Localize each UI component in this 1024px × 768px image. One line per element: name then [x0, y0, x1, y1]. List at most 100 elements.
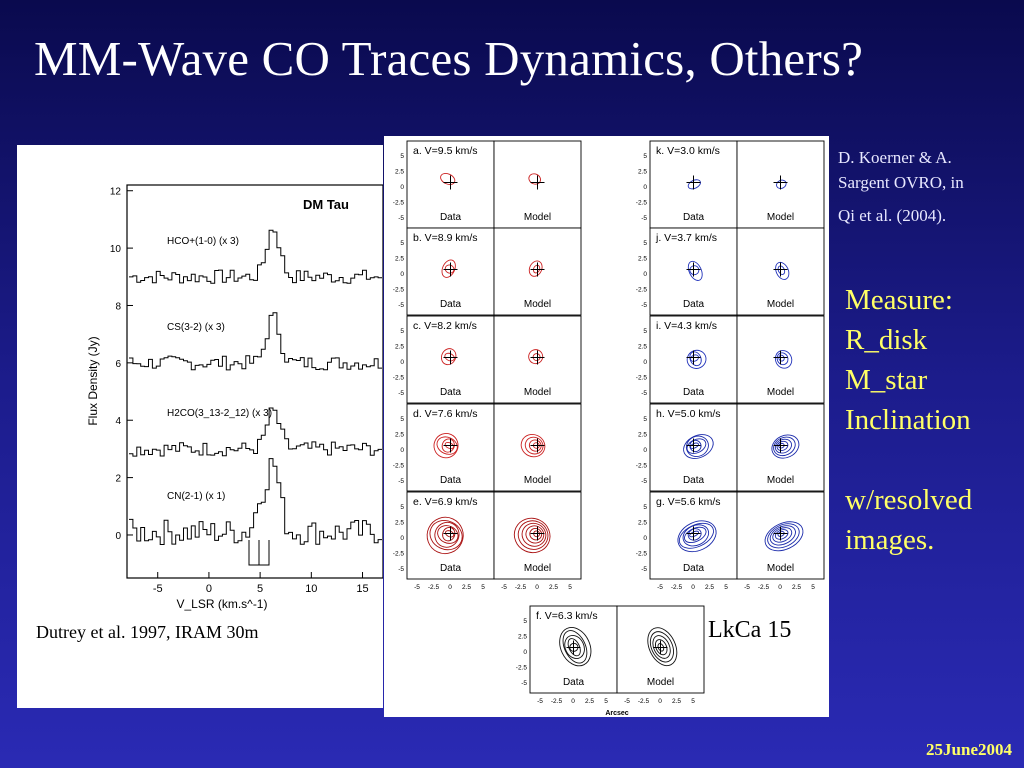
contour: [649, 631, 675, 663]
contour: [434, 521, 460, 548]
channel-map-panel: Data Model c. V=8.2 km/s 5 2.5 0 -2.5 -5: [393, 315, 582, 404]
contour: [528, 260, 543, 277]
model-label: Model: [524, 475, 551, 486]
data-label: Data: [440, 563, 462, 574]
map-xtick-label: -2.5: [515, 584, 527, 591]
map-xtick-label: -5: [657, 584, 663, 591]
contour: [678, 522, 714, 549]
contour: [564, 634, 585, 660]
map-ytick-label: 2.5: [638, 520, 647, 527]
contour: [775, 261, 790, 280]
map-xtick-label: 0: [535, 584, 539, 591]
star-position-cross: [443, 526, 458, 541]
map-ytick-label: 5: [643, 416, 647, 423]
spectra-xtick-label: -5: [153, 583, 163, 595]
channel-velocity-label: i. V=4.3 km/s: [656, 320, 717, 332]
map-ytick-label: 0: [523, 649, 527, 656]
map-ytick-label: -5: [521, 680, 527, 687]
contour: [771, 434, 800, 459]
star-position-cross: [530, 175, 545, 190]
map-ytick-label: 0: [643, 359, 647, 366]
star-position-cross: [686, 262, 701, 277]
star-position-cross: [443, 262, 458, 277]
star-position-cross: [686, 350, 701, 365]
contour: [437, 525, 459, 544]
map-ytick-label: -2.5: [636, 200, 648, 207]
map-ytick-label: -5: [398, 215, 404, 222]
channel-maps-figure: Data Model a. V=9.5 km/s 5 2.5 0 -2.5 -5 Data Mod…: [384, 136, 829, 717]
map-ytick-label: 2.5: [395, 432, 404, 439]
map-ytick-label: 0: [643, 184, 647, 191]
map-ytick-label: -5: [398, 390, 404, 397]
map-ytick-label: 2.5: [638, 344, 647, 351]
map-xtick-label: 5: [604, 698, 608, 705]
map-xtick-label: 2.5: [462, 584, 471, 591]
spectrum-label: H2CO(3_13-2_12) (x 3): [167, 408, 272, 419]
contour: [517, 520, 549, 550]
map-xtick-label: 2.5: [549, 584, 558, 591]
map-xtick-label: -5: [744, 584, 750, 591]
map-xtick-label: 5: [481, 584, 485, 591]
map-ytick-label: 0: [400, 271, 404, 278]
contour: [687, 179, 701, 190]
map-xtick-label: -2.5: [758, 584, 770, 591]
contour: [647, 627, 678, 667]
contour: [524, 436, 544, 455]
contour: [433, 433, 459, 459]
map-ytick-label: -5: [641, 302, 647, 309]
channel-velocity-label: g. V=5.6 km/s: [656, 496, 721, 508]
map-ytick-label: 5: [400, 240, 404, 247]
contour: [773, 436, 796, 457]
map-xtick-label: 5: [724, 584, 728, 591]
data-label: Data: [440, 387, 462, 398]
channel-velocity-label: k. V=3.0 km/s: [656, 145, 720, 157]
channel-map-panel: Data Model d. V=7.6 km/s 5 2.5 0 -2.5 -5: [393, 403, 582, 492]
spectrum-line: [129, 312, 382, 371]
map-ytick-label: -5: [641, 215, 647, 222]
map-ytick-label: -5: [641, 390, 647, 397]
data-label: Data: [683, 299, 705, 310]
map-ytick-label: 0: [643, 535, 647, 542]
star-position-cross: [443, 350, 458, 365]
spectra-ytick-label: 6: [115, 359, 121, 370]
model-label: Model: [767, 563, 794, 574]
spectrum-line: [129, 458, 382, 545]
contour: [532, 264, 541, 274]
spectra-xtick-label: 0: [206, 583, 212, 595]
contour: [689, 265, 700, 276]
map-xtick-label: 0: [691, 584, 695, 591]
map-ytick-label: 2.5: [518, 634, 527, 641]
spectra-figure: DM Tau 0 2 4 6 8 10 12 -5 0 5 10 15 HCO+(1-0) (x 3…: [17, 145, 384, 708]
contour: [652, 635, 671, 659]
slide-date: 25June2004: [926, 740, 1012, 759]
spectra-xtick-label: 15: [356, 583, 368, 595]
spectra-ytick-label: 0: [115, 531, 121, 542]
map-ytick-label: 2.5: [395, 520, 404, 527]
measure-note-line-1: w/resolved: [845, 484, 973, 516]
map-xtick-label: -2.5: [428, 584, 440, 591]
contour: [528, 349, 544, 365]
model-label: Model: [524, 387, 551, 398]
star-position-cross: [773, 175, 788, 190]
contour: [442, 526, 456, 542]
contour: [521, 522, 547, 547]
contour: [657, 643, 665, 652]
map-xtick-label: 0: [658, 698, 662, 705]
contour: [689, 351, 702, 367]
spectra-xlabel: V_LSR (km.s^-1): [177, 597, 268, 611]
map-ytick-label: -5: [641, 478, 647, 485]
measure-list: Measure: R_disk M_star Inclination w/res…: [845, 280, 972, 560]
contour: [777, 265, 786, 275]
contour: [767, 523, 800, 549]
contour: [686, 349, 707, 369]
map-xtick-label: -2.5: [551, 698, 563, 705]
channel-map-panel: Data Model h. V=5.0 km/s 5 2.5 0 -2.5 -5: [636, 403, 825, 492]
contour: [569, 642, 579, 652]
map-xtick-label: 5: [811, 584, 815, 591]
map-ytick-label: -2.5: [636, 287, 648, 294]
channel-velocity-label: h. V=5.0 km/s: [656, 408, 721, 420]
contour: [774, 350, 793, 369]
model-label: Model: [767, 387, 794, 398]
star-position-cross: [530, 438, 545, 453]
channel-maps: Data Model a. V=9.5 km/s 5 2.5 0 -2.5 -5 Data Mod…: [393, 140, 825, 717]
